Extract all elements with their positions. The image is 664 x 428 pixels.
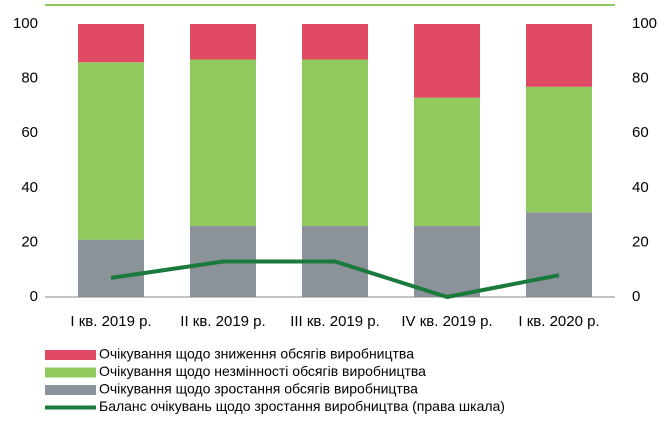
y2-tick-label: 80 [632, 70, 649, 87]
bar-segment [78, 239, 144, 297]
bar-segment [190, 59, 256, 227]
legend-label: Очікування щодо незмінності обсягів виро… [99, 363, 426, 379]
y-tick-label: 100 [13, 15, 38, 32]
y2-tick-label: 40 [632, 179, 649, 196]
y2-tick-label: 0 [632, 288, 640, 305]
bar-segment [78, 24, 144, 63]
y-tick-label: 80 [21, 70, 38, 87]
x-tick-label: IV кв. 2019 р. [401, 313, 492, 330]
bar-segment [414, 97, 480, 227]
legend-swatch [45, 367, 96, 378]
legend-swatch [45, 385, 96, 395]
y-tick-label: 40 [21, 179, 38, 196]
bar-segment [414, 226, 480, 297]
line-series [110, 259, 560, 299]
x-tick-label: III кв. 2019 р. [290, 313, 380, 330]
x-tick-label: I кв. 2019 р. [70, 313, 151, 330]
bar-segment [302, 24, 368, 60]
bar-segment [190, 24, 256, 60]
legend-label: Очікування щодо зростання обсягів виробн… [99, 381, 418, 397]
bar-segment [526, 212, 592, 297]
bar-segment [302, 59, 368, 227]
legend-label: Очікування щодо зниження обсягів виробни… [99, 346, 414, 362]
legend-swatch [45, 350, 96, 360]
x-tick-label: I кв. 2020 р. [518, 313, 599, 330]
y2-tick-label: 100 [632, 15, 657, 32]
bar-segment [414, 24, 480, 98]
y-tick-label: 20 [21, 233, 38, 250]
bar-segment [526, 24, 592, 87]
bar-segment [78, 62, 144, 240]
y-tick-label: 0 [30, 288, 38, 305]
x-tick-label: II кв. 2019 р. [180, 313, 265, 330]
legend-label: Баланс очікувань щодо зростання виробниц… [99, 398, 505, 414]
y-tick-label: 60 [21, 124, 38, 141]
bar-segment [526, 86, 592, 213]
y2-tick-label: 20 [632, 233, 649, 250]
y2-tick-label: 60 [632, 124, 649, 141]
